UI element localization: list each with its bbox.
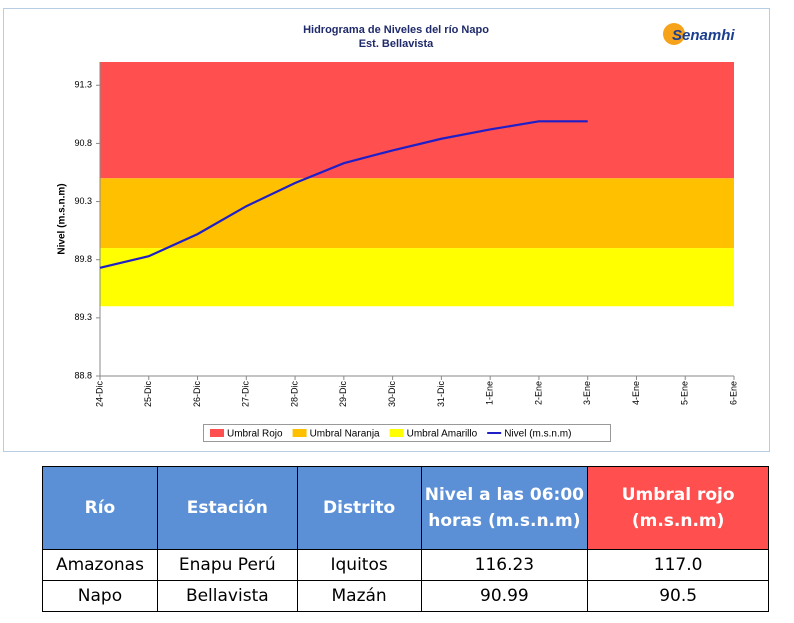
- logo-text: Senamhi: [672, 27, 735, 44]
- x-tick-label: 2-Ene: [533, 381, 543, 405]
- x-tick-label: 31-Dic: [436, 381, 446, 408]
- legend-label: Umbral Amarillo: [407, 429, 478, 440]
- cell: Amazonas: [42, 549, 158, 581]
- x-tick-label: 1-Ene: [485, 381, 495, 405]
- header-cell: Estación: [156, 466, 298, 550]
- threshold-band: [100, 62, 734, 179]
- chart-subtitle: Est. Bellavista: [359, 38, 434, 50]
- cell: Mazán: [296, 580, 422, 612]
- x-tick-label: 6-Ene: [728, 381, 738, 405]
- cell: Napo: [42, 580, 158, 612]
- y-tick-label: 89.3: [74, 312, 92, 322]
- x-tick-label: 27-Dic: [241, 381, 251, 408]
- x-tick-label: 4-Ene: [631, 381, 641, 405]
- y-tick-label: 89.8: [74, 254, 92, 264]
- cell: 117.0: [587, 549, 769, 581]
- logo-sun: [663, 23, 685, 45]
- table-header: Río Estación Distrito Nivel a las 06:00 …: [42, 466, 769, 550]
- table-row: Napo Bellavista Mazán 90.99 90.5: [42, 580, 769, 612]
- x-tick-label: 5-Ene: [680, 381, 690, 405]
- legend-label: Umbral Rojo: [227, 429, 283, 440]
- header-cell: Distrito: [296, 466, 422, 550]
- data-table: Río Estación Distrito Nivel a las 06:00 …: [42, 466, 769, 612]
- x-tick-label: 29-Dic: [338, 381, 348, 408]
- line-series: [99, 120, 588, 269]
- cell: 116.23: [420, 549, 589, 581]
- legend-box: [203, 424, 611, 442]
- x-tick-label: 26-Dic: [192, 381, 202, 408]
- cell: Bellavista: [156, 580, 298, 612]
- x-tick-label: 28-Dic: [289, 381, 299, 408]
- legend-label: Umbral Naranja: [310, 429, 380, 440]
- cell: 90.5: [587, 580, 769, 612]
- legend-swatch: [210, 429, 224, 437]
- y-tick-label: 90.3: [74, 196, 92, 206]
- chart: Hidrograma de Niveles del río Napo Est. …: [3, 8, 770, 452]
- x-tick-label: 3-Ene: [582, 381, 592, 405]
- threshold-band: [100, 178, 734, 249]
- header-cell: Río: [42, 466, 158, 550]
- chart-title: Hidrograma de Niveles del río Napo: [303, 24, 489, 36]
- legend-swatch: [292, 429, 307, 437]
- table-row: Amazonas Enapu Perú Iquitos 116.23 117.0: [42, 549, 769, 581]
- y-tick-label: 88.8: [74, 370, 92, 380]
- x-tick-label: 30-Dic: [387, 381, 397, 408]
- x-tick-label: 25-Dic: [143, 381, 153, 408]
- header-cell: Umbral rojo (m.s.n.m): [587, 466, 769, 550]
- cell: Iquitos: [296, 549, 422, 581]
- legend-swatch: [389, 429, 404, 437]
- cell: Enapu Perú: [156, 549, 298, 581]
- x-tick-label: 24-Dic: [94, 381, 104, 408]
- y-tick-label: 91.3: [74, 80, 92, 90]
- y-tick-label: 90.8: [74, 138, 92, 148]
- y-axis-label: Nivel (m.s.n.m): [57, 183, 68, 254]
- legend-label: Nivel (m.s.n.m): [504, 429, 571, 440]
- threshold-band: [100, 248, 734, 307]
- header-cell: Nivel a las 06:00 horas (m.s.n.m): [420, 466, 589, 550]
- cell: 90.99: [420, 580, 589, 612]
